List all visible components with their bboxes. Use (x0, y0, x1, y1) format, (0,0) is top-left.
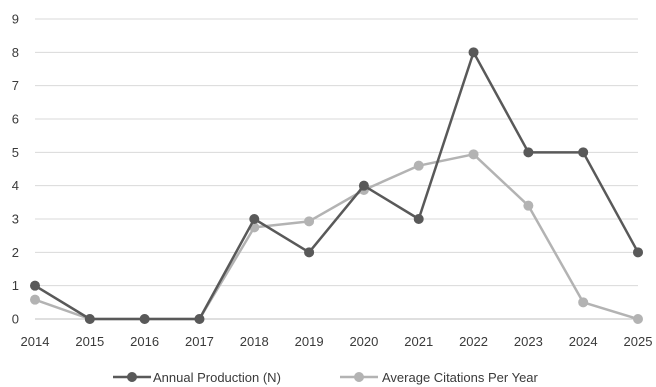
x-tick-label: 2016 (130, 334, 159, 349)
y-tick-label: 3 (12, 212, 19, 227)
data-point (578, 297, 589, 308)
data-point (30, 294, 40, 305)
x-tick-label: 2020 (349, 334, 378, 349)
x-tick-label: 2014 (21, 334, 50, 349)
data-point (523, 200, 534, 211)
x-tick-label: 2023 (514, 334, 543, 349)
legend-swatch-marker (127, 372, 137, 382)
legend-item: Average Citations Per Year (340, 370, 539, 385)
data-point (194, 314, 205, 324)
series-line (34, 51, 640, 321)
y-tick-label: 6 (12, 112, 19, 127)
data-point (413, 214, 424, 224)
y-tick-label: 8 (12, 45, 19, 60)
y-tick-label: 9 (12, 12, 19, 27)
series-line (34, 153, 639, 321)
x-tick-label: 2025 (624, 334, 653, 349)
data-point (468, 149, 479, 160)
data-point (30, 280, 40, 291)
series-layer (30, 47, 643, 324)
gridlines (35, 18, 638, 320)
data-point (468, 47, 479, 58)
data-point (84, 314, 95, 324)
y-tick-label: 4 (12, 178, 19, 193)
x-tick-label: 2024 (569, 334, 598, 349)
data-point (633, 314, 643, 324)
x-tick-label: 2015 (75, 334, 104, 349)
y-tick-label: 7 (12, 78, 19, 93)
y-tick-label: 1 (12, 278, 19, 293)
x-tick-label: 2019 (295, 334, 324, 349)
legend-swatch-marker (354, 372, 364, 382)
legend: Annual Production (N) Average Citations P… (113, 370, 539, 385)
x-tick-label: 2018 (240, 334, 269, 349)
y-tick-label: 5 (12, 145, 19, 160)
data-point (413, 160, 424, 171)
data-point (304, 247, 315, 258)
series-annual-production (30, 47, 643, 324)
legend-label: Average Citations Per Year (382, 370, 539, 385)
data-point (249, 214, 260, 224)
data-point (304, 216, 315, 227)
x-tick-label: 2017 (185, 334, 214, 349)
x-tick-label: 2022 (459, 334, 488, 349)
data-point (358, 180, 369, 191)
data-point (578, 147, 589, 158)
series-average-citations (30, 149, 643, 324)
legend-item: Annual Production (N) (113, 370, 281, 385)
y-tick-label: 2 (12, 245, 19, 260)
legend-label: Annual Production (N) (153, 370, 281, 385)
x-axis: 2014 2015 2016 2017 2018 2019 2020 2021 2022 2023… (21, 318, 653, 349)
y-axis: 0 1 2 3 4 5 6 7 8 9 (12, 12, 19, 327)
data-point (139, 314, 150, 324)
data-point (523, 147, 534, 158)
data-point (633, 247, 643, 258)
y-tick-label: 0 (12, 312, 19, 327)
x-tick-label: 2021 (404, 334, 433, 349)
